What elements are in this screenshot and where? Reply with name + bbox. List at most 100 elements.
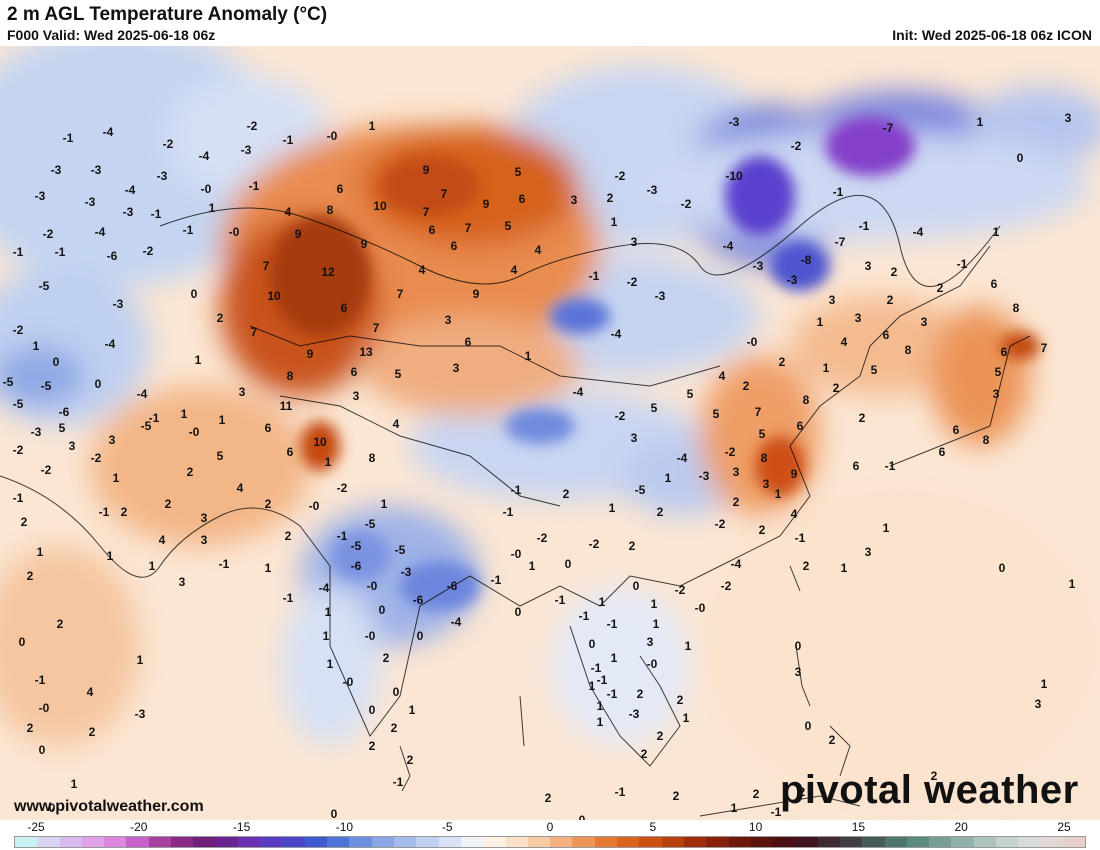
anomaly-label: 2	[406, 753, 414, 767]
anomaly-label: 6	[464, 335, 472, 349]
anomaly-label: 1	[610, 215, 618, 229]
colorbar-segment	[349, 837, 372, 847]
colorbar: -25 -20 -15 -10 -5 0 5 10 15 20 25	[0, 820, 1100, 850]
anomaly-label: 0	[330, 807, 338, 820]
anomaly-label: 2	[164, 497, 172, 511]
anomaly-label: 10	[313, 435, 327, 449]
anomaly-label: -1	[606, 617, 618, 631]
colorbar-segment	[193, 837, 216, 847]
anomaly-label: -2	[246, 119, 258, 133]
colorbar-segment	[15, 837, 38, 847]
anomaly-label: -3	[90, 163, 102, 177]
colorbar-segment	[594, 837, 618, 847]
anomaly-label: 3	[178, 575, 186, 589]
anomaly-label: -2	[142, 244, 154, 258]
anomaly-label: -3	[112, 297, 124, 311]
colorbar-segment	[862, 837, 885, 847]
anomaly-label: -1	[956, 257, 968, 271]
anomaly-label: 2	[890, 265, 898, 279]
temperature-anomaly-map[interactable]: -4 -2 1 -1 -1 -0 -2 -4 -3 -3 -3 9 5 -3 -4 -0 -1 6 -3 -3 -3 1 7…	[0, 46, 1100, 820]
anomaly-label: 2	[56, 617, 64, 631]
anomaly-label: -1	[282, 133, 294, 147]
anomaly-label: 3	[854, 311, 862, 325]
anomaly-label: 5	[58, 421, 66, 435]
anomaly-label: 5	[216, 449, 224, 463]
anomaly-label: -7	[834, 235, 846, 249]
colorbar-segment	[750, 837, 774, 847]
colorbar-segment	[839, 837, 863, 847]
colorbar-tick: -20	[130, 820, 148, 834]
anomaly-label: -5	[40, 379, 52, 393]
anomaly-label: 1	[816, 315, 824, 329]
anomaly-label: 1	[208, 201, 216, 215]
colorbar-segment	[394, 837, 417, 847]
anomaly-label: -1	[832, 185, 844, 199]
colorbar-segment	[550, 837, 573, 847]
anomaly-label: 8	[904, 343, 912, 357]
anomaly-label: -1	[12, 491, 24, 505]
anomaly-label: -1	[218, 557, 230, 571]
anomaly-label: 0	[632, 579, 640, 593]
anomaly-label: 2	[640, 747, 648, 761]
anomaly-label: 0	[416, 629, 424, 643]
anomaly-label: -6	[412, 593, 424, 607]
anomaly-label: 5	[758, 427, 766, 441]
anomaly-label: 2	[216, 311, 224, 325]
anomaly-label: 1	[682, 711, 690, 725]
anomaly-label: 1	[730, 801, 738, 815]
anomaly-label: -2	[536, 531, 548, 545]
anomaly-label: 8	[1012, 301, 1020, 315]
colorbar-segment	[951, 837, 974, 847]
anomaly-label: -1	[148, 411, 160, 425]
anomaly-label: 7	[440, 187, 448, 201]
anomaly-label: -1	[12, 245, 24, 259]
anomaly-label: 1	[588, 679, 596, 693]
anomaly-label: 3	[444, 313, 452, 327]
init-time: Init: Wed 2025-06-18 06z ICON	[892, 27, 1092, 43]
anomaly-label: 7	[250, 325, 258, 339]
anomaly-label: -0	[364, 629, 376, 643]
anomaly-label: 6	[1000, 345, 1008, 359]
anomaly-label: 9	[306, 347, 314, 361]
anomaly-label: -2	[714, 517, 726, 531]
anomaly-label: 7	[422, 205, 430, 219]
anomaly-label: 1	[882, 521, 890, 535]
anomaly-label: 4	[86, 685, 94, 699]
anomaly-label: 1	[976, 115, 984, 129]
anomaly-label: -4	[722, 239, 734, 253]
anomaly-label: -0	[342, 675, 354, 689]
colorbar-segment	[973, 837, 997, 847]
anomaly-label: 6	[518, 192, 526, 206]
anomaly-label: -1	[248, 179, 260, 193]
anomaly-label: -3	[84, 195, 96, 209]
colorbar-segment	[996, 837, 1019, 847]
anomaly-label: 6	[882, 328, 890, 342]
anomaly-label: -4	[912, 225, 924, 239]
anomaly-label: 2	[828, 733, 836, 747]
anomaly-label: -5	[350, 539, 362, 553]
anomaly-label: 7	[754, 405, 762, 419]
anomaly-label: -1	[54, 245, 66, 259]
anomaly-label: 1	[596, 699, 604, 713]
map-header: 2 m AGL Temperature Anomaly (°C) F000 Va…	[0, 0, 1100, 46]
anomaly-label: 7	[396, 287, 404, 301]
anomaly-label: -0	[366, 579, 378, 593]
colorbar-segment	[59, 837, 82, 847]
anomaly-label: 5	[712, 407, 720, 421]
colorbar-segment	[371, 837, 395, 847]
anomaly-label: -7	[882, 121, 894, 135]
anomaly-label: 4	[510, 263, 518, 277]
anomaly-label: -0	[326, 129, 338, 143]
anomaly-label: -2	[588, 537, 600, 551]
colorbar-segment	[906, 837, 930, 847]
colorbar-tick-labels: -25 -20 -15 -10 -5 0 5 10 15 20 25	[0, 820, 1100, 834]
colorbar-tick: 20	[954, 820, 968, 834]
anomaly-label: 1	[774, 487, 782, 501]
anomaly-label: 6	[450, 239, 458, 253]
anomaly-label: -2	[90, 451, 102, 465]
anomaly-label: 3	[920, 315, 928, 329]
anomaly-label: -0	[574, 813, 586, 820]
anomaly-label: 0	[514, 605, 522, 619]
website-watermark: www.pivotalweather.com	[14, 798, 204, 815]
colorbar-segment	[304, 837, 328, 847]
